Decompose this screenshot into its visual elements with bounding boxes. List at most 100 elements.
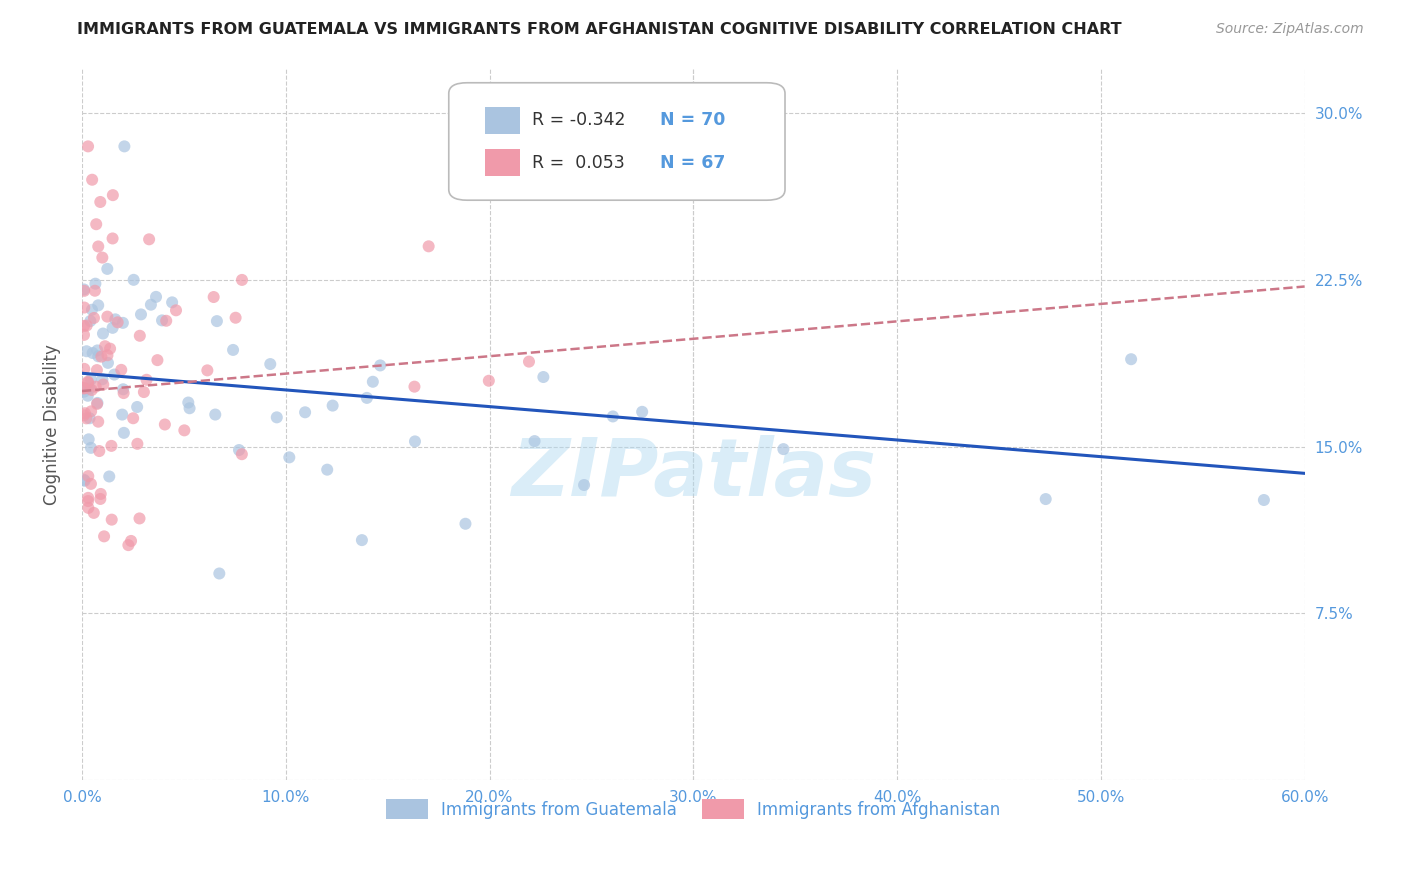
Point [135,373,157,387]
Point [84,284,107,298]
Point [87,415,110,429]
Text: R = -0.342: R = -0.342 [531,112,626,129]
Point [129,307,152,321]
Point [73,382,96,396]
Point [112,386,135,401]
Point [231,273,253,287]
Bar [485,149,520,176]
Point [87,298,110,312]
Point [79,314,101,328]
Point [82,346,104,360]
Point [322,399,344,413]
Point [1253,493,1275,508]
Text: N = 70: N = 70 [661,112,725,129]
Point [80,383,103,397]
Text: ZIPatlas: ZIPatlas [510,435,876,513]
Point [195,363,218,377]
Point [83,506,105,520]
Point [77,500,100,515]
Point [127,400,149,414]
Point [110,363,132,377]
Point [79,382,101,396]
Point [86,397,108,411]
Point [523,434,546,449]
Point [83,310,105,325]
Point [84,277,107,291]
Legend: Immigrants from Guatemala, Immigrants from Afghanistan: Immigrants from Guatemala, Immigrants fr… [380,793,1007,825]
Point [418,239,440,253]
Point [77,494,100,508]
Point [112,382,135,396]
Text: Source: ZipAtlas.com: Source: ZipAtlas.com [1216,22,1364,37]
Point [86,363,108,377]
Point [150,313,173,327]
Point [165,303,187,318]
Text: IMMIGRANTS FROM GUATEMALA VS IMMIGRANTS FROM AFGHANISTAN COGNITIVE DISABILITY CO: IMMIGRANTS FROM GUATEMALA VS IMMIGRANTS … [77,22,1122,37]
Point [100,513,122,527]
Point [138,232,160,246]
Point [90,487,112,501]
Point [112,139,135,153]
Point [73,301,96,315]
Point [101,188,124,202]
Point [84,217,107,231]
Point [91,377,114,392]
Point [77,139,100,153]
Point [73,474,96,488]
Point [100,439,122,453]
Point [111,408,134,422]
Point [146,353,169,368]
Point [160,295,183,310]
Point [76,318,98,333]
Text: R =  0.053: R = 0.053 [531,153,624,171]
Point [80,372,103,386]
Point [294,405,316,419]
Point [316,463,339,477]
Point [86,396,108,410]
Point [80,476,103,491]
Bar [485,107,520,134]
Point [80,404,103,418]
Point [76,344,98,359]
Point [73,406,96,420]
Point [222,343,245,357]
Point [454,516,477,531]
Point [278,450,301,465]
Point [145,290,167,304]
Point [259,357,281,371]
Point [80,302,103,317]
Point [107,315,129,329]
Point [517,354,540,368]
Point [228,443,250,458]
Point [73,362,96,376]
Point [87,239,110,253]
Point [772,442,794,456]
Point [572,478,595,492]
Point [153,417,176,432]
Point [103,368,125,382]
Point [73,473,96,487]
Point [101,321,124,335]
Point [350,533,373,548]
Point [82,172,104,186]
Point [77,376,100,390]
Text: N = 67: N = 67 [661,153,725,171]
Point [531,370,554,384]
Point [89,194,111,209]
Point [155,314,177,328]
FancyBboxPatch shape [449,83,785,200]
Point [91,326,114,341]
Point [77,433,100,447]
Point [117,538,139,552]
Point [94,339,117,353]
Point [356,391,378,405]
Point [86,343,108,358]
Point [112,425,135,440]
Point [75,411,97,425]
Point [76,389,98,403]
Point [73,382,96,396]
Point [96,310,118,324]
Point [1035,491,1057,506]
Point [73,318,96,333]
Point [208,566,231,581]
